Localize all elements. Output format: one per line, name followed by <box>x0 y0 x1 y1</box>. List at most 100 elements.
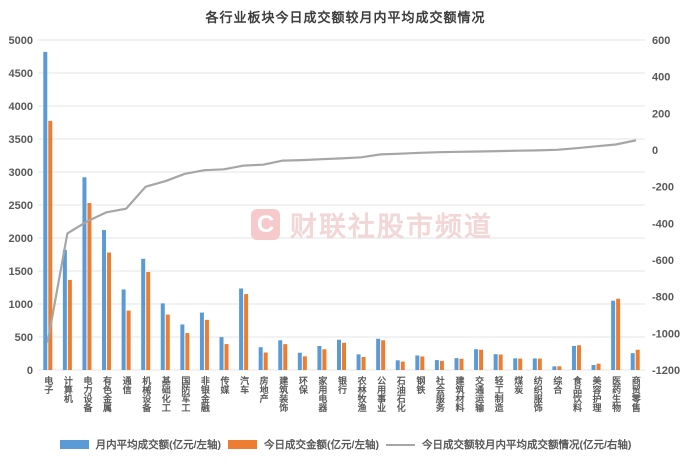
bar-monthly-avg <box>454 358 459 370</box>
x-axis-label: 国防军工 <box>180 376 191 412</box>
x-axis-label: 社会服务 <box>434 376 445 412</box>
x-axis-label: 纺织服饰 <box>532 376 543 412</box>
bar-monthly-avg <box>356 354 361 370</box>
x-axis-label: 公用事业 <box>376 376 387 412</box>
bar-today <box>87 203 92 370</box>
x-axis-label: 轻工制造 <box>493 376 504 412</box>
bar-monthly-avg <box>62 249 67 370</box>
bar-monthly-avg <box>141 258 146 370</box>
bar-today <box>107 252 112 370</box>
x-axis-label: 有色金属 <box>102 376 113 412</box>
y-axis-tick-right: -400 <box>652 218 674 230</box>
x-axis-label: 计算机 <box>62 376 73 403</box>
y-axis-tick-right: -1000 <box>652 328 680 340</box>
legend-label-today: 今日成交金额(亿元/左轴) <box>264 439 379 451</box>
bar-monthly-avg <box>121 289 126 370</box>
y-axis-tick-right: 600 <box>652 35 670 47</box>
legend: 月内平均成交额(亿元/左轴) 今日成交金额(亿元/左轴) 今日成交额较月内平均成… <box>0 437 691 452</box>
bar-monthly-avg <box>552 366 557 370</box>
x-axis-label: 汽车 <box>239 376 250 394</box>
bar-today <box>244 294 249 370</box>
y-axis-tick-left: 5000 <box>9 35 33 47</box>
bar-monthly-avg <box>102 230 107 370</box>
y-axis-tick-left: 1500 <box>9 266 33 278</box>
bar-today <box>165 314 170 370</box>
bar-today <box>439 360 444 370</box>
bar-monthly-avg <box>160 303 165 370</box>
x-axis-label: 医药生物 <box>611 376 622 412</box>
bar-today <box>576 345 581 370</box>
bar-monthly-avg <box>317 345 322 370</box>
bar-today <box>518 358 523 370</box>
bar-today <box>67 279 72 370</box>
bar-monthly-avg <box>611 300 616 370</box>
bar-monthly-avg <box>180 324 185 370</box>
bar-today <box>302 356 307 370</box>
y-axis-tick-right: 0 <box>652 145 658 157</box>
y-axis-tick-right: -800 <box>652 292 674 304</box>
bar-today <box>146 271 151 370</box>
x-axis-label: 建筑装饰 <box>278 376 289 412</box>
bar-monthly-avg <box>337 339 341 370</box>
bar-today <box>263 352 268 370</box>
bar-today <box>204 319 209 370</box>
bar-monthly-avg <box>532 358 537 370</box>
x-axis-label: 煤炭 <box>513 376 524 394</box>
x-axis-label: 石油石化 <box>395 376 406 412</box>
bar-today <box>596 363 601 370</box>
bar-today <box>616 298 621 370</box>
y-axis-tick-left: 1000 <box>9 299 33 311</box>
x-axis-label: 电力设备 <box>82 376 93 412</box>
bar-today <box>361 356 366 370</box>
legend-label-diff-line: 今日成交额较月内平均成交额情况(亿元/右轴) <box>421 439 632 451</box>
bar-today <box>283 344 288 370</box>
bar-monthly-avg <box>258 347 263 370</box>
y-axis-tick-left: 2000 <box>9 233 33 245</box>
x-axis-label: 食品饮料 <box>571 376 582 412</box>
bar-monthly-avg <box>415 355 420 370</box>
y-axis-tick-left: 2500 <box>9 200 33 212</box>
legend-swatch-today <box>228 440 258 449</box>
y-axis-tick-right: 200 <box>652 108 670 120</box>
bar-today <box>459 358 464 370</box>
bar-today <box>537 358 542 370</box>
bar-monthly-avg <box>278 340 283 370</box>
bar-monthly-avg <box>239 288 244 370</box>
x-axis-label: 钢铁 <box>415 376 426 394</box>
legend-swatch-monthly-avg <box>59 440 89 449</box>
x-axis-label: 机械设备 <box>141 376 152 412</box>
bar-today <box>48 120 53 370</box>
bar-monthly-avg <box>591 364 596 370</box>
bar-monthly-avg <box>474 349 479 370</box>
bar-today <box>420 356 425 370</box>
y-axis-tick-right: -1200 <box>652 365 680 377</box>
bar-today <box>400 361 405 370</box>
bar-monthly-avg <box>630 353 635 370</box>
x-axis-label: 商贸零售 <box>630 376 641 412</box>
x-axis-label: 农林牧渔 <box>356 376 367 412</box>
y-axis-tick-left: 3000 <box>9 167 33 179</box>
bar-monthly-avg <box>376 338 381 370</box>
legend-swatch-diff-line <box>385 443 415 446</box>
x-axis-label: 传媒 <box>219 376 230 394</box>
legend-label-monthly-avg: 月内平均成交额(亿元/左轴) <box>95 439 222 451</box>
bar-monthly-avg <box>297 352 302 370</box>
y-axis-tick-left: 4000 <box>9 101 33 113</box>
bar-today <box>635 349 640 370</box>
bar-today <box>342 342 346 370</box>
diff-line <box>46 139 637 343</box>
y-axis-tick-left: 4500 <box>9 68 33 80</box>
x-axis-label: 基础化工 <box>160 376 171 412</box>
y-axis-tick-left: 3500 <box>9 134 33 146</box>
x-axis-label: 通信 <box>121 376 132 394</box>
y-axis-tick-left: 0 <box>27 365 33 377</box>
bar-today <box>185 333 190 370</box>
y-axis-tick-right: 400 <box>652 72 670 84</box>
x-axis-label: 家用电器 <box>317 376 328 412</box>
y-axis-tick-right: -200 <box>652 182 674 194</box>
bar-today <box>479 349 484 370</box>
x-axis-label: 综合 <box>552 376 563 394</box>
bar-today <box>322 349 327 370</box>
